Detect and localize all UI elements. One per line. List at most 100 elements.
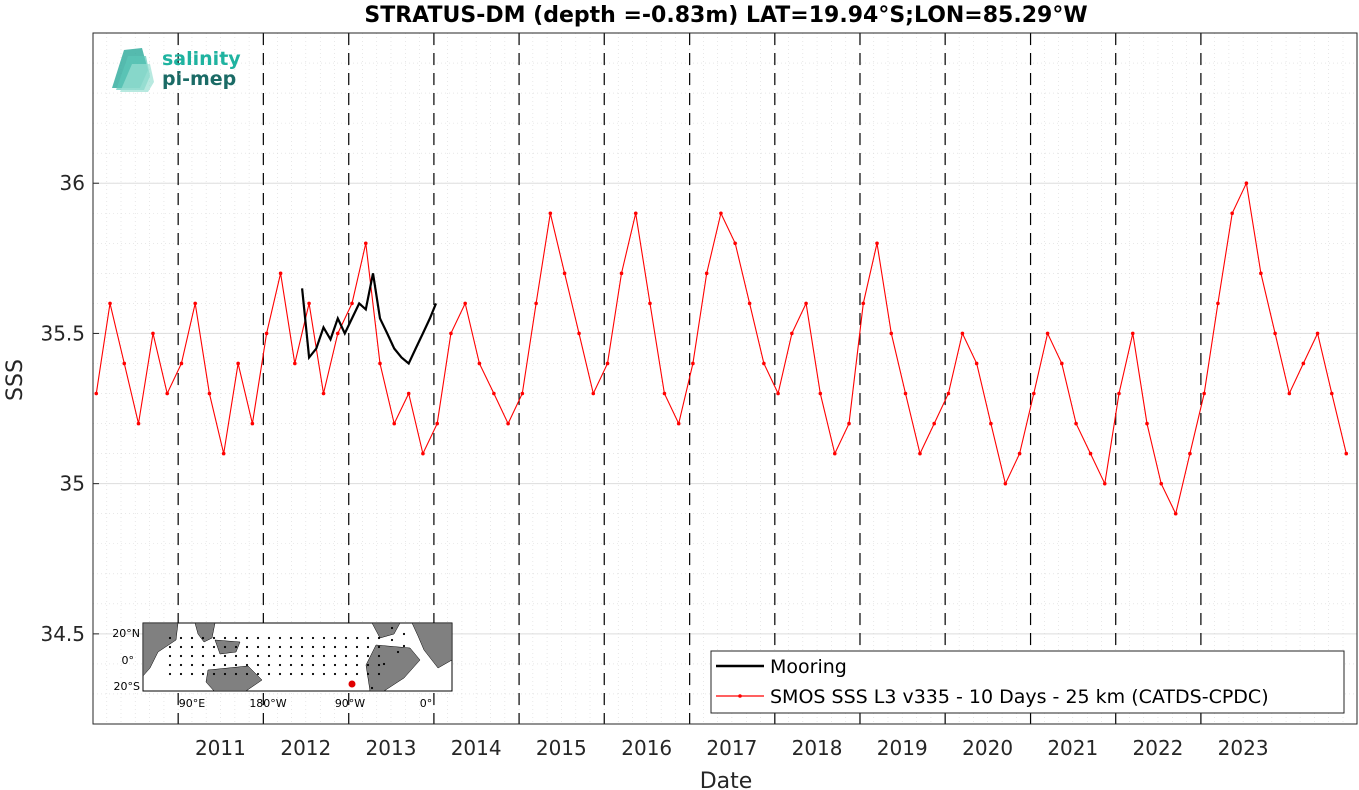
- smos-point: [548, 211, 553, 216]
- smos-point: [889, 331, 894, 336]
- smos-point: [974, 361, 979, 366]
- mooring-dot: [168, 663, 172, 667]
- smos-point: [776, 391, 780, 396]
- smos-point: [1032, 391, 1036, 396]
- x-tick-label: 2021: [1047, 736, 1098, 760]
- smos-point: [1145, 421, 1149, 426]
- smos-point: [321, 391, 326, 396]
- smos-point: [264, 331, 269, 336]
- smos-point: [435, 421, 439, 426]
- smos-point: [577, 331, 581, 336]
- mooring-dot: [223, 645, 227, 649]
- mooring-dot: [267, 645, 271, 649]
- x-tick-label: 2013: [366, 736, 417, 760]
- smos-point: [1230, 211, 1234, 216]
- smos-point: [335, 331, 340, 336]
- smos-point: [108, 301, 112, 306]
- mooring-dot: [322, 654, 326, 658]
- smos-point: [363, 241, 368, 246]
- smos-point: [520, 391, 525, 396]
- mooring-dot: [212, 654, 216, 658]
- legend-label-smos: SMOS SSS L3 v335 - 10 Days - 25 km (CATD…: [770, 686, 1269, 708]
- smos-point: [1273, 331, 1277, 336]
- mooring-dot: [344, 645, 348, 649]
- smos-point: [762, 361, 766, 366]
- mooring-dot: [179, 663, 183, 667]
- smos-point: [250, 421, 255, 426]
- mooring-dot: [366, 636, 370, 640]
- grid: [92, 33, 1357, 724]
- y-axis-label: SSS: [3, 359, 28, 401]
- mooring-dot: [190, 636, 194, 640]
- smos-point: [1159, 481, 1164, 486]
- mooring-dot: [382, 662, 386, 666]
- mooring-dot: [300, 663, 304, 667]
- smos-point: [875, 241, 879, 246]
- smos-point: [165, 391, 170, 396]
- x-tick-label: 2022: [1133, 736, 1184, 760]
- mooring-dot: [190, 654, 194, 658]
- map-ylabel-0: 0°: [122, 654, 135, 667]
- map-ylabel-20n: 20°N: [112, 627, 140, 640]
- y-tick-label: 35: [60, 472, 85, 496]
- smos-point: [918, 451, 922, 456]
- mooring-dot: [344, 654, 348, 658]
- smos-point: [1287, 391, 1292, 396]
- x-tick-label: 2020: [962, 736, 1013, 760]
- mooring-dot: [289, 663, 293, 667]
- smos-point: [1074, 421, 1078, 426]
- smos-point: [207, 391, 212, 396]
- smos-point: [832, 451, 837, 456]
- mooring-dot: [256, 645, 260, 649]
- smos-point: [293, 361, 297, 366]
- x-tick-label: 2011: [195, 736, 246, 760]
- smos-point: [421, 451, 425, 456]
- mooring-dot: [179, 654, 183, 658]
- mooring-dot: [322, 636, 326, 640]
- mooring-dot: [168, 672, 172, 676]
- smos-point: [506, 421, 510, 426]
- mooring-dot: [278, 645, 282, 649]
- smos-point: [94, 391, 99, 396]
- smos-point: [847, 421, 851, 426]
- chart-title: STRATUS-DM (depth =-0.83m) LAT=19.94°S;L…: [364, 3, 1087, 28]
- smos-point: [151, 331, 155, 336]
- mooring-dot: [333, 645, 337, 649]
- mooring-dot: [333, 636, 337, 640]
- mooring-dot: [267, 654, 271, 658]
- mooring-dot: [355, 663, 359, 667]
- x-tick-label: 2023: [1218, 736, 1269, 760]
- mooring-dot: [267, 636, 271, 640]
- smos-point: [1088, 451, 1093, 456]
- mooring-dot: [366, 645, 370, 649]
- mooring-dot: [234, 636, 238, 640]
- smos-point: [1216, 301, 1220, 306]
- mooring-dot: [322, 663, 326, 667]
- smos-point: [236, 361, 240, 366]
- mooring-dot: [377, 672, 381, 676]
- mooring-dot: [402, 632, 406, 636]
- smos-point: [179, 361, 184, 366]
- smos-point: [562, 271, 567, 276]
- mooring-dot: [366, 663, 370, 667]
- mooring-dot: [322, 672, 326, 676]
- mooring-dot: [245, 654, 249, 658]
- mooring-dot: [168, 645, 172, 649]
- mooring-dot: [201, 672, 205, 676]
- smos-point: [193, 301, 198, 306]
- smos-point: [591, 391, 596, 396]
- x-axis-label: Date: [700, 769, 753, 790]
- mooring-dot: [366, 654, 370, 658]
- map-ylabel-20s: 20°S: [114, 680, 140, 693]
- mooring-dot: [344, 663, 348, 667]
- smos-point: [492, 391, 496, 396]
- smos-point: [633, 211, 638, 216]
- smos-point: [392, 421, 397, 426]
- x-tick-label: 2012: [280, 736, 331, 760]
- legend: Mooring SMOS SSS L3 v335 - 10 Days - 25 …: [710, 650, 1345, 714]
- mooring-dot: [256, 654, 260, 658]
- mooring-dot: [355, 672, 359, 676]
- smos-point: [1329, 391, 1334, 396]
- mooring-dot: [311, 672, 315, 676]
- smos-point: [790, 331, 794, 336]
